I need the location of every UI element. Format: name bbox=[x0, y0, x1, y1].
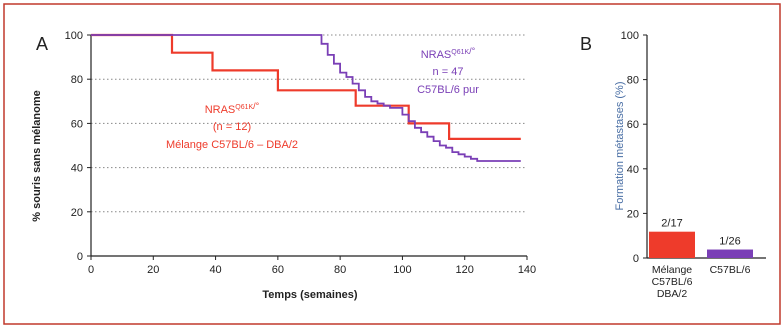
panel-a-y-tick-label: 60 bbox=[71, 118, 83, 130]
bar-red bbox=[649, 231, 695, 258]
panel-a-y-tick-label: 40 bbox=[71, 163, 83, 175]
panel-b-y-tick-label: 80 bbox=[627, 75, 639, 87]
panel-b-y-axis-label: Formation métastases (%) bbox=[614, 82, 626, 211]
series-line-purple bbox=[91, 34, 521, 162]
legend-red-genotype: NRASQ61K/° bbox=[205, 101, 260, 116]
panel-a-y-axis-label: % souris sans mélanome bbox=[31, 90, 43, 221]
bar-purple bbox=[707, 249, 753, 258]
panel-b-y-tick-label: 100 bbox=[621, 30, 639, 42]
panel-a-x-tick-label: 20 bbox=[147, 264, 159, 276]
panel-b-bars: 2/17 1/26 bbox=[649, 218, 753, 258]
panel-a-x-tick-label: 60 bbox=[272, 264, 284, 276]
panel-a-y-ticks: 0 20 40 60 80 100 bbox=[65, 30, 91, 263]
bar-data-label: 1/26 bbox=[719, 236, 740, 248]
panel-a-x-ticks: 0 20 40 60 80 100 120 140 bbox=[88, 256, 536, 276]
figure-frame bbox=[3, 3, 781, 325]
panel-a-y-tick-label: 0 bbox=[77, 251, 83, 263]
panel-b-y-tick-label: 0 bbox=[633, 253, 639, 265]
panel-a-x-axis-label: Temps (semaines) bbox=[262, 289, 358, 301]
panel-b-y-ticks: 0 20 40 60 80 100 bbox=[621, 30, 647, 265]
panel-b-y-tick-label: 60 bbox=[627, 119, 639, 131]
panel-b-label: B bbox=[580, 34, 592, 54]
legend-purple: NRASQ61K/° n = 47 C57BL/6 pur bbox=[417, 46, 479, 96]
panel-a-x-tick-label: 80 bbox=[334, 264, 346, 276]
panel-a-x-tick-label: 100 bbox=[393, 264, 411, 276]
bar-data-label: 2/17 bbox=[661, 218, 682, 230]
panel-a-x-tick-label: 40 bbox=[209, 264, 221, 276]
legend-red: NRASQ61K/° (n = 12) Mélange C57BL/6 – DB… bbox=[166, 101, 298, 151]
panel-a-x-tick-label: 140 bbox=[518, 264, 536, 276]
bar-category-label: C57BL/6 bbox=[710, 264, 751, 276]
panel-a-y-tick-label: 80 bbox=[71, 74, 83, 86]
panel-a-y-tick-label: 20 bbox=[71, 207, 83, 219]
bar-category-label: DBA/2 bbox=[657, 288, 688, 300]
panel-a-y-tick-label: 100 bbox=[65, 30, 83, 42]
panel-a-series bbox=[91, 33, 521, 162]
panel-a-x-tick-label: 0 bbox=[88, 264, 94, 276]
bar-category-label: C57BL/6 bbox=[652, 276, 693, 288]
panel-b-y-tick-label: 40 bbox=[627, 164, 639, 176]
legend-red-strain: Mélange C57BL/6 – DBA/2 bbox=[166, 139, 298, 151]
legend-purple-strain: C57BL/6 pur bbox=[417, 84, 479, 96]
legend-purple-genotype: NRASQ61K/° bbox=[421, 46, 476, 61]
panel-a-label: A bbox=[36, 34, 48, 54]
legend-purple-n: n = 47 bbox=[433, 66, 464, 78]
panel-a-x-tick-label: 120 bbox=[456, 264, 474, 276]
panel-a-plot: 0 20 40 60 80 100 0 20 40 60 80 100 120 140 % souris… bbox=[31, 30, 536, 301]
bar-category-label: Mélange bbox=[652, 264, 692, 276]
panel-a-axes bbox=[90, 35, 527, 257]
series-line-red bbox=[91, 33, 521, 140]
panel-b-y-tick-label: 20 bbox=[627, 208, 639, 220]
legend-red-n: (n = 12) bbox=[213, 121, 251, 133]
